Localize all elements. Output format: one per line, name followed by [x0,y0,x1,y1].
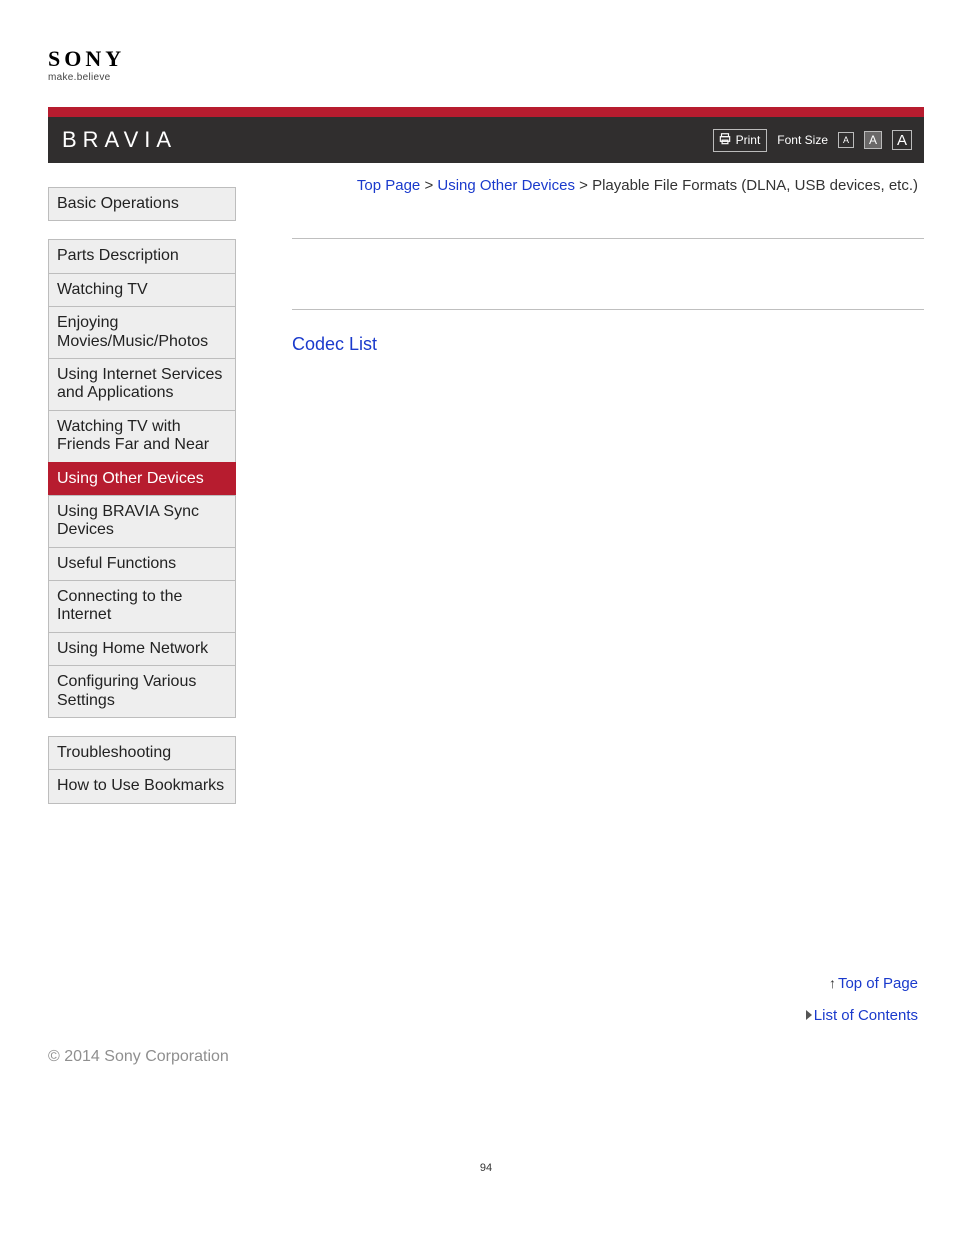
list-of-contents-label: List of Contents [814,1007,918,1024]
content-spacer [292,355,924,975]
font-size-large-button[interactable]: A [892,130,912,150]
codec-list-link[interactable]: Codec List [292,334,924,355]
divider-1 [292,238,924,239]
nav-configuring-settings[interactable]: Configuring Various Settings [48,665,236,718]
breadcrumb-current: Playable File Formats (DLNA, USB devices… [592,177,918,194]
sidebar-nav: Basic Operations Parts Description Watch… [48,163,236,822]
font-size-medium-button[interactable]: A [864,131,882,149]
nav-parts-description[interactable]: Parts Description [48,239,236,273]
header-bar: BRAVIA Print Font Size A A A [48,117,924,163]
sony-logo: SONY [48,48,924,70]
nav-watching-with-friends[interactable]: Watching TV with Friends Far and Near [48,410,236,463]
breadcrumb-top-page[interactable]: Top Page [357,177,420,194]
print-label: Print [736,133,761,147]
copyright: © 2014 Sony Corporation [48,1048,924,1066]
main-content: Top Page > Using Other Devices > Playabl… [236,163,924,1024]
nav-watching-tv[interactable]: Watching TV [48,273,236,307]
divider-2 [292,309,924,310]
nav-troubleshooting[interactable]: Troubleshooting [48,736,236,770]
nav-useful-functions[interactable]: Useful Functions [48,547,236,581]
breadcrumb: Top Page > Using Other Devices > Playabl… [292,177,924,194]
breadcrumb-sep-1: > [424,177,433,194]
nav-connecting-internet[interactable]: Connecting to the Internet [48,580,236,633]
nav-bookmarks[interactable]: How to Use Bookmarks [48,769,236,803]
nav-group-2: Parts Description Watching TV Enjoying M… [48,239,236,718]
font-size-small-button[interactable]: A [838,132,854,148]
brand-tagline: make.believe [48,72,924,83]
arrow-up-icon: ↑ [829,975,836,991]
nav-group-3: Troubleshooting How to Use Bookmarks [48,736,236,804]
breadcrumb-using-other-devices[interactable]: Using Other Devices [437,177,575,194]
top-of-page-link[interactable]: ↑ Top of Page [829,975,918,992]
breadcrumb-sep-2: > [579,177,588,194]
nav-using-other-devices[interactable]: Using Other Devices [48,462,236,496]
font-size-label: Font Size [777,133,828,147]
nav-internet-services[interactable]: Using Internet Services and Applications [48,358,236,411]
nav-enjoying-media[interactable]: Enjoying Movies/Music/Photos [48,306,236,359]
list-of-contents-link[interactable]: List of Contents [806,1007,918,1024]
accent-stripe [48,107,924,117]
top-of-page-label: Top of Page [838,975,918,992]
nav-basic-operations[interactable]: Basic Operations [48,187,236,221]
print-icon [718,132,732,149]
nav-bravia-sync[interactable]: Using BRAVIA Sync Devices [48,495,236,548]
nav-home-network[interactable]: Using Home Network [48,632,236,666]
header-controls: Print Font Size A A A [713,129,912,152]
page-number: 94 [48,1162,924,1174]
brand-logo-block: SONY make.believe [48,48,924,83]
nav-group-1: Basic Operations [48,187,236,221]
bottom-links: ↑ Top of Page List of Contents [292,975,924,1024]
triangle-right-icon [806,1010,812,1020]
product-name: BRAVIA [62,127,177,153]
print-button[interactable]: Print [713,129,768,152]
